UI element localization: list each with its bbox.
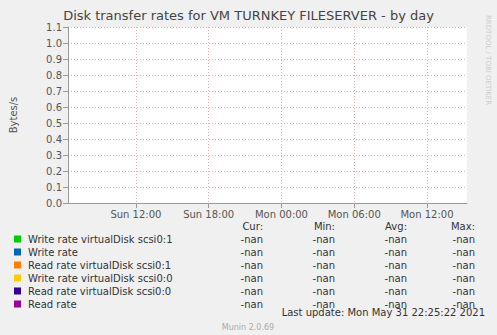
svg-text:-nan: -nan bbox=[385, 286, 407, 297]
svg-text:0.6: 0.6 bbox=[46, 102, 62, 113]
svg-text:Disk transfer rates for VM TUR: Disk transfer rates for VM TURNKEY FILES… bbox=[63, 8, 434, 23]
svg-text:Cur:: Cur: bbox=[242, 221, 263, 232]
svg-text:-nan: -nan bbox=[313, 247, 335, 258]
svg-text:0.3: 0.3 bbox=[46, 150, 62, 161]
svg-text:0.5: 0.5 bbox=[46, 118, 62, 129]
svg-text:Munin 2.0.69: Munin 2.0.69 bbox=[222, 323, 274, 332]
svg-text:-nan: -nan bbox=[241, 234, 263, 245]
svg-text:0.8: 0.8 bbox=[46, 70, 62, 81]
svg-text:RRDTOOL / TOBI OETIKER: RRDTOOL / TOBI OETIKER bbox=[484, 15, 492, 105]
svg-text:Max:: Max: bbox=[451, 221, 475, 232]
svg-text:Mon 06:00: Mon 06:00 bbox=[328, 209, 381, 220]
svg-text:Sun 18:00: Sun 18:00 bbox=[183, 209, 234, 220]
svg-text:-nan: -nan bbox=[453, 247, 475, 258]
svg-text:-nan: -nan bbox=[312, 298, 335, 310]
svg-text:-nan: -nan bbox=[453, 234, 475, 245]
svg-text:-nan: -nan bbox=[313, 286, 335, 297]
svg-text:0.2: 0.2 bbox=[46, 166, 62, 177]
svg-text:-nan: -nan bbox=[384, 298, 407, 310]
svg-text:Avg:: Avg: bbox=[385, 221, 407, 232]
svg-text:Read rate virtualDisk scsi0:1: Read rate virtualDisk scsi0:1 bbox=[28, 260, 171, 271]
svg-text:0.1: 0.1 bbox=[46, 182, 62, 193]
svg-text:Read rate virtualDisk scsi0:0: Read rate virtualDisk scsi0:0 bbox=[28, 286, 171, 297]
svg-text:-nan: -nan bbox=[452, 298, 475, 310]
svg-text:-nan: -nan bbox=[313, 260, 335, 271]
svg-text:-nan: -nan bbox=[241, 299, 263, 310]
svg-text:-nan: -nan bbox=[385, 260, 407, 271]
svg-text:0.4: 0.4 bbox=[46, 134, 62, 145]
svg-text:-nan: -nan bbox=[241, 286, 263, 297]
svg-text:0.9: 0.9 bbox=[46, 54, 62, 65]
svg-text:1.0: 1.0 bbox=[46, 38, 62, 49]
svg-text:-nan: -nan bbox=[313, 234, 335, 245]
svg-text:Write rate virtualDisk scsi0:0: Write rate virtualDisk scsi0:0 bbox=[28, 273, 173, 284]
svg-text:Write rate: Write rate bbox=[28, 247, 78, 258]
svg-text:Sun 12:00: Sun 12:00 bbox=[110, 209, 161, 220]
svg-text:-nan: -nan bbox=[241, 260, 263, 271]
svg-text:-nan: -nan bbox=[453, 273, 475, 284]
svg-text:Bytes/s: Bytes/s bbox=[8, 97, 19, 134]
svg-text:0.0: 0.0 bbox=[46, 198, 62, 209]
svg-text:-nan: -nan bbox=[453, 260, 475, 271]
svg-text:-nan: -nan bbox=[241, 247, 263, 258]
svg-text:-nan: -nan bbox=[385, 234, 407, 245]
svg-text:Last update: Mon May 31 22:25:: Last update: Mon May 31 22:25:22 2021 bbox=[282, 307, 485, 318]
svg-text:Write rate virtualDisk scsi0:1: Write rate virtualDisk scsi0:1 bbox=[28, 234, 173, 245]
svg-text:0.7: 0.7 bbox=[46, 86, 62, 97]
svg-text:1.1: 1.1 bbox=[46, 22, 62, 33]
svg-text:-nan: -nan bbox=[385, 273, 407, 284]
svg-text:-nan: -nan bbox=[313, 273, 335, 284]
svg-text:-nan: -nan bbox=[241, 273, 263, 284]
svg-text:-nan: -nan bbox=[453, 286, 475, 297]
svg-text:Min:: Min: bbox=[314, 221, 335, 232]
svg-text:-nan: -nan bbox=[385, 247, 407, 258]
svg-text:Mon 12:00: Mon 12:00 bbox=[400, 209, 453, 220]
svg-text:Read rate: Read rate bbox=[28, 299, 77, 310]
svg-text:Mon 00:00: Mon 00:00 bbox=[255, 209, 308, 220]
